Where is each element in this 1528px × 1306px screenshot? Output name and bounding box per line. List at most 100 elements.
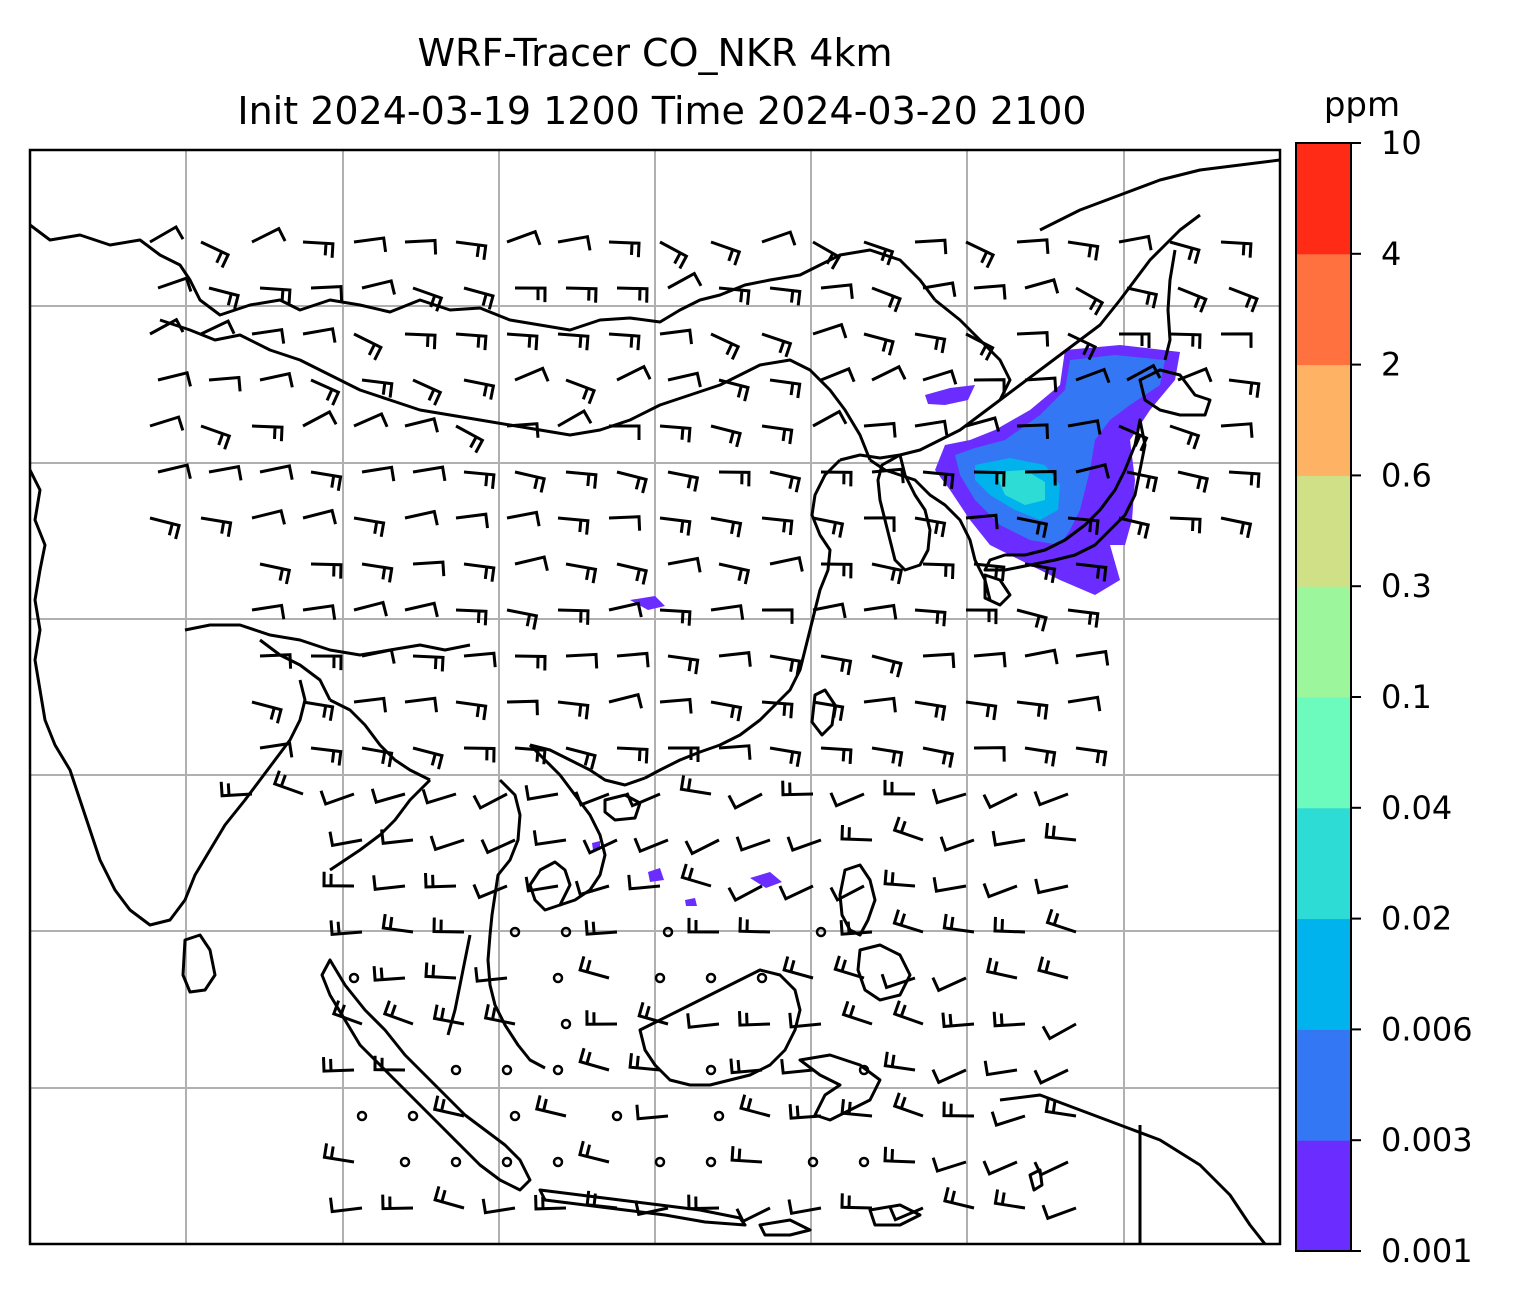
wind-barb: [871, 746, 904, 767]
wind-barb: [888, 1206, 924, 1222]
wind-barb: [839, 919, 873, 936]
wind-barb: [1033, 1068, 1069, 1085]
wind-barb: [1024, 648, 1059, 665]
wind-barb: [608, 601, 643, 618]
wind-barb: [1037, 956, 1069, 980]
wind-barb: [965, 332, 995, 361]
wind-barb: [557, 409, 593, 428]
wind-barb: [514, 555, 549, 572]
wind-barb: [1075, 286, 1105, 316]
wind-barb: [1024, 562, 1057, 584]
wind-barb: [361, 378, 394, 398]
wind-barb: [983, 1060, 1018, 1077]
wind-barb: [251, 700, 283, 724]
wind-barb: [208, 375, 242, 392]
wind-barb: [914, 700, 947, 721]
wind-barb: [1067, 240, 1100, 261]
wind-barb: [463, 651, 497, 668]
colorbar-tick-label: 0.006: [1381, 1010, 1473, 1048]
wind-barb: [871, 286, 902, 313]
wind-barb: [1220, 240, 1253, 258]
wind-barb: [616, 364, 652, 382]
wind-barb: [382, 1000, 414, 1026]
wind-barb: [871, 364, 907, 382]
map-panel: [28, 148, 1282, 1246]
calm-wind-circle: [450, 1064, 462, 1076]
colorbar-tick-label: 2: [1381, 346, 1401, 384]
wind-barb: [361, 279, 396, 295]
wind-barb: [578, 1140, 610, 1164]
wind-barb: [1220, 516, 1253, 539]
wind-barb: [200, 319, 236, 336]
wind-barb: [680, 863, 712, 888]
wind-barb: [472, 792, 508, 810]
wind-barb: [302, 700, 335, 722]
wind-barb: [609, 424, 641, 440]
wind-barb: [412, 560, 446, 577]
calm-wind-circle: [407, 1110, 419, 1122]
wind-barb: [687, 917, 720, 934]
wind-barb: [634, 1200, 669, 1217]
wind-barb: [1024, 278, 1060, 294]
wind-barb: [302, 327, 337, 343]
wind-barb: [532, 830, 567, 846]
wind-barb: [1024, 376, 1058, 393]
wind-barb: [628, 1053, 661, 1072]
wind-barb: [1169, 332, 1202, 349]
wind-barb: [472, 883, 508, 900]
wind-barb: [585, 1010, 618, 1026]
gridlines: [30, 150, 1280, 1244]
wind-barb: [973, 283, 1007, 300]
wind-barb: [965, 240, 996, 269]
wind-barb: [251, 226, 287, 244]
wind-barb: [463, 470, 496, 489]
wind-barb: [1067, 419, 1102, 435]
wind-barb: [310, 562, 343, 579]
wind-barb: [787, 1199, 822, 1216]
wind-barb: [1118, 234, 1153, 251]
title-line-2: Init 2024-03-19 1200 Time 2024-03-20 210…: [237, 89, 1086, 133]
wind-barb: [812, 602, 847, 619]
wind-barb: [991, 830, 1026, 847]
wind-barb: [310, 378, 341, 406]
wind-barb: [455, 424, 485, 454]
wind-barb: [149, 224, 185, 244]
wind-barb: [412, 378, 443, 406]
wind-barb: [1075, 649, 1110, 666]
wind-barb: [993, 916, 1026, 934]
wind-barb: [922, 652, 956, 669]
wind-barb: [769, 556, 804, 572]
wind-barbs: [149, 224, 1261, 1224]
tracer-plume: [592, 345, 1180, 906]
wind-barb: [667, 556, 702, 573]
wind-barb: [710, 240, 742, 266]
wind-barb: [557, 516, 590, 535]
wind-barb: [557, 234, 592, 251]
wind-barb: [534, 1095, 567, 1118]
wind-barb: [463, 562, 496, 582]
wind-barb: [786, 836, 822, 853]
calm-wind-circle: [654, 972, 666, 984]
wind-barb: [633, 837, 669, 854]
wind-barb: [840, 824, 873, 842]
wind-barb: [1016, 608, 1048, 632]
colorbar-tick-label: 0.04: [1381, 789, 1452, 827]
wind-barb: [667, 371, 702, 388]
wind-barb: [1075, 462, 1110, 479]
colorbar-segment: [1296, 253, 1351, 366]
wind-barb: [200, 516, 233, 537]
colorbar-segment: [1296, 143, 1351, 255]
wind-barb: [820, 366, 856, 383]
wind-barb: [353, 516, 386, 538]
calm-wind-circle: [815, 926, 827, 938]
wind-barb: [990, 1111, 1026, 1127]
wind-barb: [1045, 908, 1077, 934]
wind-barb: [1016, 516, 1049, 539]
wind-barb: [463, 378, 496, 400]
wind-barb: [565, 652, 599, 669]
calm-wind-circle: [560, 926, 572, 938]
wind-barb: [412, 465, 447, 482]
wind-barb: [432, 917, 465, 934]
wind-barb: [922, 369, 958, 385]
wind-barb: [1041, 1204, 1077, 1221]
